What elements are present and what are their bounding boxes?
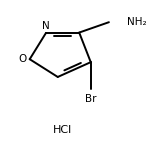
Text: Br: Br xyxy=(85,94,97,104)
Text: HCl: HCl xyxy=(53,125,72,135)
Text: N: N xyxy=(42,21,50,31)
Text: NH₂: NH₂ xyxy=(127,17,147,27)
Text: O: O xyxy=(18,54,26,64)
